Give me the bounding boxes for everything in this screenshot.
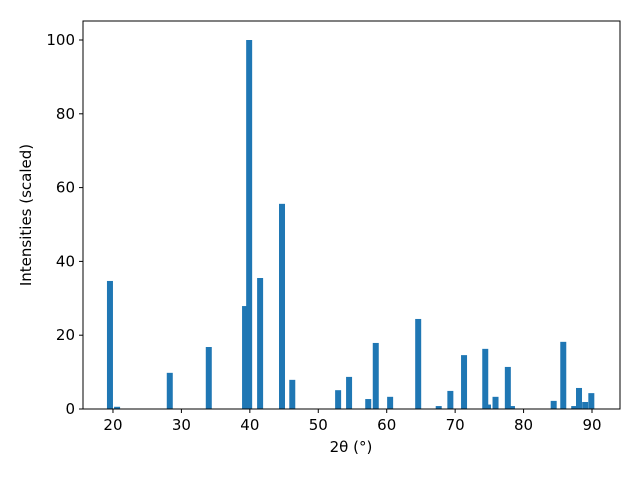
x-tick-label: 50 xyxy=(309,416,328,434)
bar xyxy=(242,306,249,409)
bar xyxy=(560,341,567,409)
y-tick-label: 20 xyxy=(56,326,75,344)
bar xyxy=(372,342,379,409)
bar xyxy=(508,406,515,409)
y-tick-label: 0 xyxy=(65,400,75,418)
bar xyxy=(415,318,422,409)
bar xyxy=(106,280,113,409)
plot-frame xyxy=(82,20,621,410)
y-axis-label: Intensities (scaled) xyxy=(17,144,35,286)
y-tick-label: 80 xyxy=(56,105,75,123)
x-tick-label: 70 xyxy=(446,416,465,434)
x-axis-label: 2θ (°) xyxy=(330,438,373,456)
x-tick-label: 60 xyxy=(377,416,396,434)
x-tick-label: 80 xyxy=(514,416,533,434)
bar xyxy=(166,372,173,409)
bar xyxy=(576,387,583,409)
bar xyxy=(504,366,511,409)
bar xyxy=(550,400,557,409)
bar xyxy=(205,347,212,409)
x-tick-label: 20 xyxy=(103,416,122,434)
bar xyxy=(588,393,595,409)
bar xyxy=(447,390,454,409)
bar xyxy=(257,278,264,409)
bar xyxy=(279,203,286,409)
bar xyxy=(387,396,394,409)
bar xyxy=(484,404,491,409)
y-tick-label: 60 xyxy=(56,179,75,197)
bar xyxy=(461,355,468,409)
x-tick-label: 90 xyxy=(582,416,601,434)
bar xyxy=(246,40,253,410)
bar xyxy=(435,406,442,409)
bar xyxy=(492,396,499,409)
bar xyxy=(571,406,578,409)
bar xyxy=(346,376,353,409)
x-tick-label: 30 xyxy=(172,416,191,434)
y-tick-label: 100 xyxy=(46,31,75,49)
bar xyxy=(289,379,296,409)
bar xyxy=(482,348,489,409)
bar xyxy=(582,401,589,409)
x-tick-label: 40 xyxy=(240,416,259,434)
bar xyxy=(365,399,372,409)
bar xyxy=(335,390,342,409)
y-tick-label: 40 xyxy=(56,252,75,270)
bar xyxy=(114,406,121,409)
